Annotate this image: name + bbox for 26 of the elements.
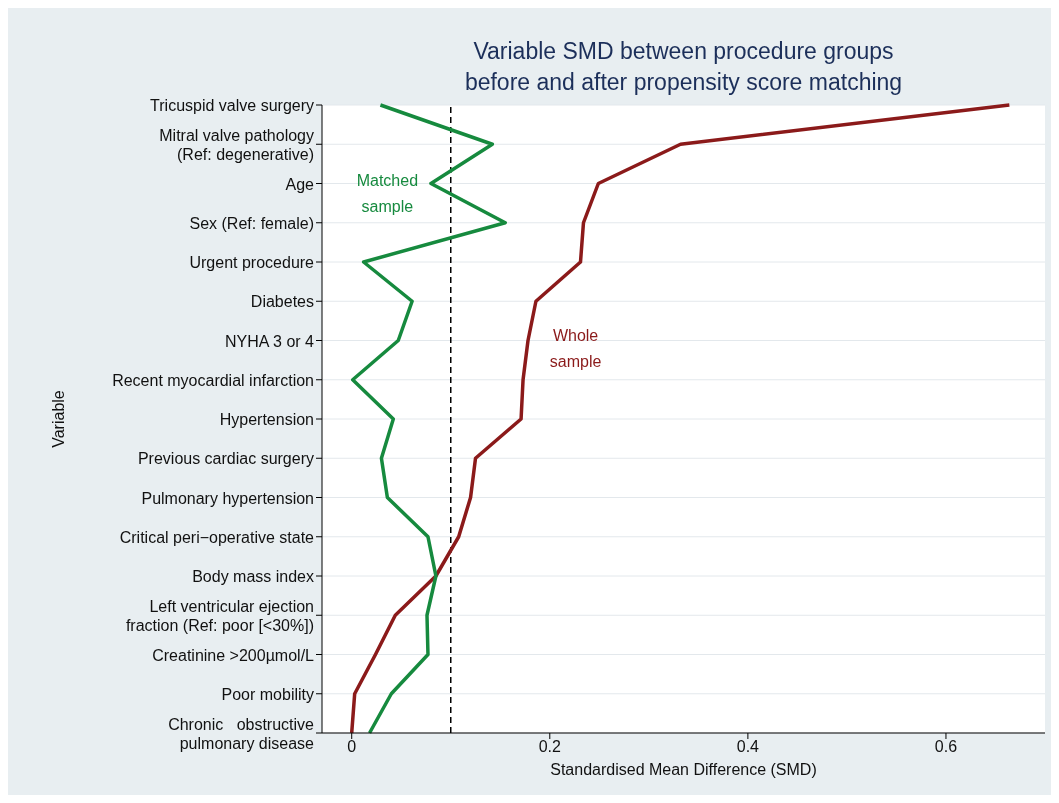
y-tick-label: Mitral valve pathology (Ref: degenerative) <box>159 126 314 163</box>
y-tick-label: Body mass index <box>192 567 314 585</box>
x-axis-title: Standardised Mean Difference (SMD) <box>550 761 817 778</box>
y-tick-label: Sex (Ref: female) <box>189 214 314 232</box>
y-tick-label: Pulmonary hypertension <box>141 489 314 506</box>
y-tick-label: Age <box>285 175 315 192</box>
y-tick-label: Recent myocardial infarction <box>112 371 314 389</box>
y-tick-label: Creatinine >200µmol/L <box>152 646 315 663</box>
y-tick-label: Critical peri−operative state <box>119 528 315 546</box>
x-tick-label: 0.2 <box>538 738 562 756</box>
chart-title: Variable SMD between procedure groups before and after propensity score matching <box>463 37 904 97</box>
y-tick-label: Tricuspid valve surgery <box>150 96 314 114</box>
x-tick-label: 0.6 <box>934 738 958 756</box>
x-tick-label: 0 <box>347 738 357 756</box>
series-label: Matched sample <box>356 170 419 217</box>
y-tick-label: Diabetes <box>250 292 314 310</box>
y-tick-label: Urgent procedure <box>189 253 315 271</box>
x-tick-label: 0.4 <box>736 738 760 756</box>
y-tick-label: Chronic obstructive pulmonary disease <box>168 715 315 751</box>
series-label: Whole sample <box>549 325 602 372</box>
y-axis-title: Variable <box>49 390 67 448</box>
y-tick-label: Poor mobility <box>221 685 314 703</box>
y-tick-label: NYHA 3 or 4 <box>225 332 315 349</box>
y-tick-label: Hypertension <box>219 410 314 428</box>
y-tick-label: Left ventricular ejection fraction (Ref: poor [<30%]) <box>125 597 314 634</box>
y-tick-label: Previous cardiac surgery <box>137 449 314 467</box>
